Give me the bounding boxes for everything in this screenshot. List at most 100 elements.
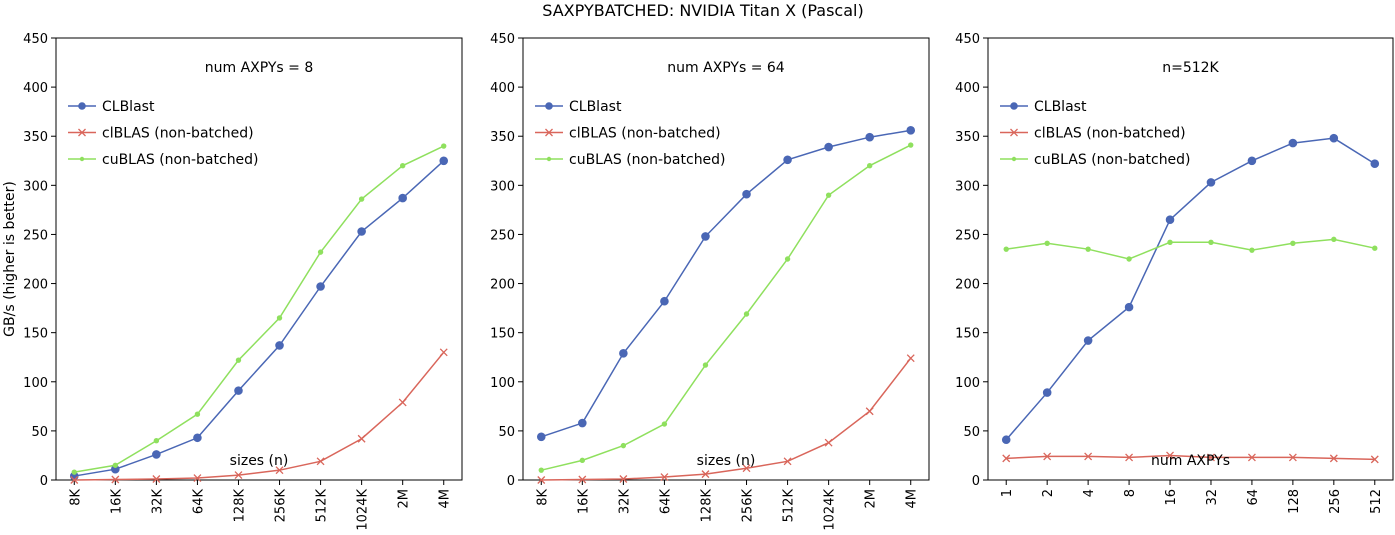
data-point	[579, 457, 586, 464]
data-point	[1331, 236, 1337, 243]
y-tick-label: 350	[23, 130, 48, 145]
data-point	[1249, 247, 1255, 253]
data-point	[701, 470, 710, 479]
data-point	[316, 282, 325, 291]
y-tick-label: 150	[23, 327, 48, 342]
data-point	[619, 348, 628, 358]
data-point	[783, 155, 792, 165]
legend-marker	[545, 128, 553, 137]
data-point	[660, 296, 669, 306]
series-clblas-non-batched	[1002, 451, 1379, 464]
data-point	[825, 192, 832, 198]
x-tick-label: 8K	[535, 489, 550, 506]
data-point	[1370, 455, 1379, 464]
y-axis-label: GB/s (higher is better)	[2, 181, 18, 337]
x-tick-label: 4	[1082, 489, 1097, 497]
x-tick-label: 2M	[397, 489, 412, 509]
y-tick-label: 450	[955, 32, 980, 47]
legend-marker	[1011, 156, 1017, 162]
data-point	[908, 142, 914, 148]
series-clblast	[536, 126, 916, 442]
data-point	[152, 475, 161, 483]
x-tick-label: 64K	[191, 489, 206, 515]
x-tick-label: 512K	[782, 489, 797, 523]
data-point	[824, 142, 833, 152]
data-point	[1206, 178, 1216, 187]
x-tick-label: 32	[1205, 489, 1220, 506]
data-point	[1207, 453, 1215, 462]
legend-marker	[78, 128, 86, 137]
y-tick-label: 250	[23, 228, 48, 243]
figure-title: SAXPYBATCHED: NVIDIA Titan X (Pascal)	[542, 1, 863, 20]
y-tick-label: 450	[23, 32, 48, 47]
legend-label: clBLAS (non-batched)	[569, 126, 721, 142]
data-point	[1288, 138, 1298, 148]
x-tick-label: 16K	[109, 489, 124, 515]
legend-label: cuBLAS (non-batched)	[102, 152, 259, 168]
x-tick-label: 256K	[741, 489, 756, 523]
y-tick-label: 100	[490, 376, 515, 391]
x-tick-label: 512K	[315, 489, 330, 523]
y-tick-label: 250	[490, 228, 515, 243]
data-point	[906, 126, 916, 135]
legend-marker	[545, 102, 553, 110]
y-tick-label: 400	[955, 81, 980, 96]
data-point	[316, 457, 325, 466]
data-point	[1167, 239, 1173, 246]
y-tick-label: 0	[40, 474, 48, 489]
y-tick-label: 450	[490, 32, 515, 47]
chart-panel-1: 0 50 100 150 200 250 300 350 400 450 8K 16K 32K 64K 12…	[23, 32, 463, 531]
y-tick-label: 350	[955, 130, 980, 145]
x-tick-label: 2	[1041, 489, 1056, 497]
x-tick-label: 256	[1328, 489, 1343, 514]
legend: CLBlast clBLAS (non-batched) cuBLAS (non-b…	[68, 99, 259, 168]
data-point	[1247, 453, 1256, 462]
x-tick-label: 128K	[232, 489, 247, 523]
y-tick-label: 150	[490, 327, 515, 342]
data-point	[702, 362, 709, 368]
x-axis-label: num AXPYs	[1151, 453, 1230, 469]
x-tick-label: 128K	[699, 489, 714, 523]
y-tick-label: 300	[23, 179, 48, 194]
data-point	[112, 462, 119, 468]
chart-panel-3: 0 50 100 150 200 250 300 350 400 450 1 2 4 8 16 32 64 128…	[955, 32, 1394, 514]
data-point	[276, 315, 283, 321]
data-point	[578, 475, 587, 484]
data-point	[1166, 451, 1174, 460]
y-tick-label: 200	[490, 278, 515, 293]
y-tick-label: 400	[490, 81, 515, 96]
y-tick-label: 400	[23, 81, 48, 96]
x-tick-label: 4M	[905, 489, 920, 509]
panel-annotation: num AXPYs = 64	[667, 60, 785, 76]
data-point	[1043, 452, 1052, 461]
data-point	[578, 418, 587, 428]
y-tick-label: 350	[490, 130, 515, 145]
legend-marker	[1010, 102, 1018, 110]
data-point	[1083, 336, 1093, 345]
x-tick-label: 128	[1287, 489, 1302, 514]
data-point	[619, 475, 628, 483]
plot-frame	[987, 37, 1394, 481]
data-point	[906, 354, 915, 363]
x-axis-label: sizes (n)	[230, 453, 289, 469]
data-point	[234, 386, 243, 395]
data-point	[538, 467, 544, 473]
data-point	[441, 143, 447, 149]
chart-panel-2: 0 50 100 150 200 250 300 350 400 450 8K 16K 32K 64K 12…	[490, 32, 930, 531]
y-tick-label: 200	[955, 278, 980, 293]
data-point	[743, 311, 750, 317]
data-point	[536, 432, 546, 442]
data-point	[783, 457, 792, 466]
x-axis-label: sizes (n)	[697, 453, 756, 469]
y-tick-label: 250	[955, 228, 980, 243]
y-tick-label: 100	[955, 376, 980, 391]
x-tick-label: 1024K	[823, 489, 838, 531]
x-tick-label: 8K	[68, 489, 83, 506]
data-point	[1044, 240, 1050, 246]
legend-label: CLBlast	[569, 99, 622, 115]
data-point	[1001, 435, 1011, 445]
series-line	[1005, 137, 1376, 441]
y-tick-label: 100	[23, 376, 48, 391]
data-point	[1290, 240, 1296, 246]
